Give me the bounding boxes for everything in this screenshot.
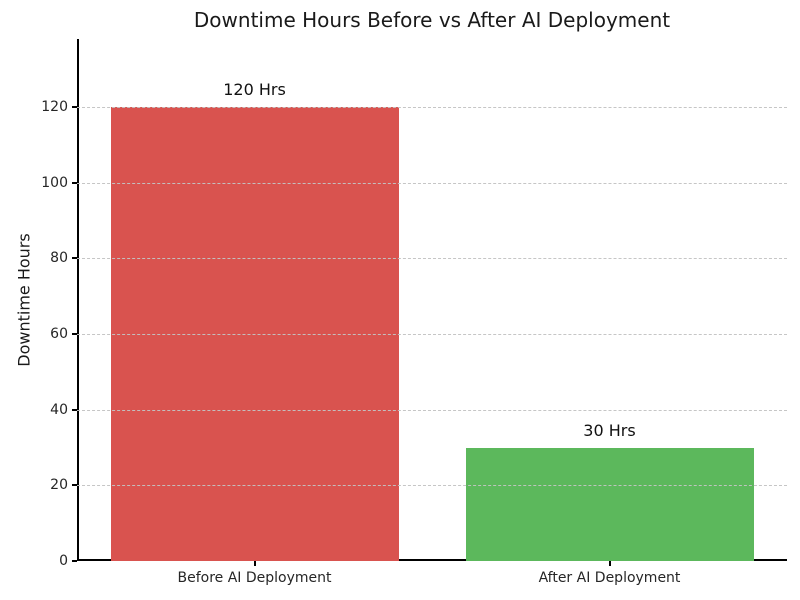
y-tick-60 (72, 333, 77, 336)
bar-value-label-0: 120 Hrs (223, 80, 286, 100)
gridline-60 (77, 334, 787, 336)
x-tick-label-1: After AI Deployment (538, 570, 681, 586)
bar-value-label-1: 30 Hrs (583, 420, 636, 440)
gridline-100 (77, 182, 787, 184)
gridline-80 (77, 258, 787, 260)
gridline-120 (77, 107, 787, 109)
y-tick-label-100: 100 (41, 174, 68, 191)
x-tick-label-0: Before AI Deployment (177, 570, 332, 586)
y-tick-label-120: 120 (41, 99, 68, 116)
chart-title: Downtime Hours Before vs After AI Deploy… (193, 8, 671, 32)
y-tick-label-40: 40 (50, 401, 68, 418)
bar-1 (465, 447, 754, 561)
y-tick-100 (72, 181, 77, 184)
gridline-20 (77, 485, 787, 487)
plot-area (77, 39, 787, 561)
y-tick-120 (72, 106, 77, 109)
x-tick-1 (608, 561, 611, 566)
x-tick-0 (253, 561, 256, 566)
y-tick-40 (72, 408, 77, 411)
y-tick-0 (72, 560, 77, 562)
y-tick-label-0: 0 (59, 553, 68, 569)
y-tick-label-80: 80 (50, 250, 68, 267)
y-tick-label-20: 20 (50, 477, 68, 494)
gridline-40 (77, 409, 787, 411)
y-tick-80 (72, 257, 77, 260)
y-tick-20 (72, 484, 77, 487)
y-tick-label-60: 60 (50, 326, 68, 343)
